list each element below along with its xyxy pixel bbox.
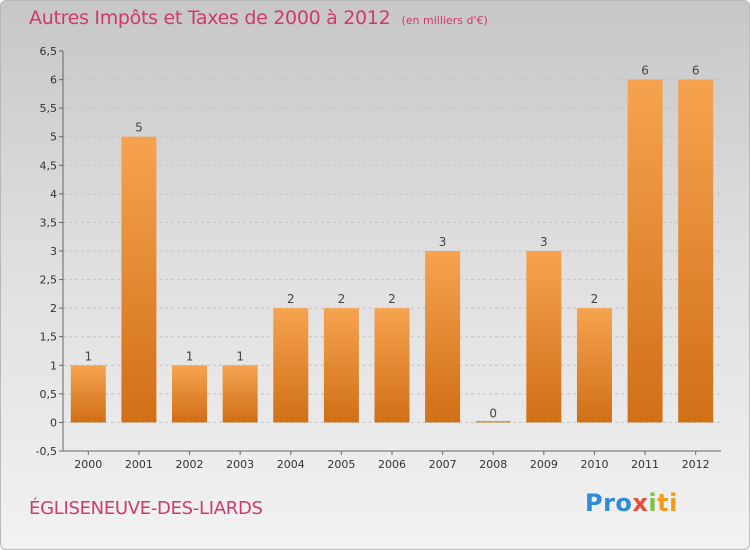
data-label: 6 bbox=[641, 64, 649, 78]
data-label: 2 bbox=[338, 292, 346, 306]
y-tick-label: 4,5 bbox=[40, 159, 58, 172]
y-tick-label: 1 bbox=[50, 359, 57, 372]
data-label: 2 bbox=[388, 292, 396, 306]
y-tick-label: 0,5 bbox=[40, 388, 58, 401]
data-label: 6 bbox=[692, 64, 700, 78]
x-tick-label: 2008 bbox=[479, 458, 507, 471]
bar bbox=[475, 420, 511, 423]
data-label: 3 bbox=[439, 235, 447, 249]
bar bbox=[425, 251, 461, 423]
x-tick-label: 2011 bbox=[631, 458, 659, 471]
data-label: 3 bbox=[540, 235, 548, 249]
y-tick-label: 3,5 bbox=[40, 216, 58, 229]
bar bbox=[222, 365, 258, 423]
x-tick-label: 2001 bbox=[125, 458, 153, 471]
y-tick-label: 4 bbox=[50, 188, 57, 201]
proxiti-logo: Proxiti bbox=[585, 489, 678, 517]
logo-part-1: Pro bbox=[585, 489, 633, 517]
bar bbox=[323, 308, 359, 423]
y-tick-label: 5,5 bbox=[40, 102, 58, 115]
data-label: 5 bbox=[135, 121, 143, 135]
y-tick-label: 0 bbox=[50, 416, 57, 429]
data-label: 2 bbox=[287, 292, 295, 306]
bar bbox=[374, 308, 410, 423]
x-tick-label: 2005 bbox=[327, 458, 355, 471]
y-tick-label: 3 bbox=[50, 245, 57, 258]
x-tick-label: 2006 bbox=[378, 458, 406, 471]
chart-title-block: Autres Impôts et Taxes de 2000 à 2012 (e… bbox=[29, 7, 488, 29]
y-tick-label: 2,5 bbox=[40, 274, 58, 287]
y-tick-label: -0,5 bbox=[36, 445, 57, 458]
x-tick-label: 2012 bbox=[682, 458, 710, 471]
x-tick-label: 2004 bbox=[277, 458, 305, 471]
x-tick-label: 2002 bbox=[176, 458, 204, 471]
data-label: 1 bbox=[186, 349, 194, 363]
data-label: 1 bbox=[236, 349, 244, 363]
data-label: 1 bbox=[84, 349, 92, 363]
y-axis: -0,5 0 0,5 1 1,5 2 2,5 3 3,5 4 4,5 5 5,5 6 6,5 bbox=[36, 45, 64, 458]
bar bbox=[678, 79, 714, 423]
chart-title: Autres Impôts et Taxes de 2000 à 2012 bbox=[29, 7, 391, 29]
y-tick-label: 5 bbox=[50, 131, 57, 144]
bar bbox=[627, 79, 663, 423]
x-tick-label: 2000 bbox=[74, 458, 102, 471]
data-label: 2 bbox=[591, 292, 599, 306]
x-tick-label: 2003 bbox=[226, 458, 254, 471]
bar bbox=[172, 365, 208, 423]
bars: 1 5 1 1 2 2 2 3 0 3 2 6 6 bbox=[70, 64, 714, 423]
y-tick-label: 6,5 bbox=[40, 45, 58, 58]
logo-part-3: i bbox=[648, 489, 658, 517]
chart-unit: (en milliers d'€) bbox=[401, 14, 488, 27]
bar bbox=[70, 365, 106, 423]
logo-part-4: ti bbox=[657, 489, 678, 517]
x-tick-label: 2009 bbox=[530, 458, 558, 471]
x-tick-label: 2007 bbox=[429, 458, 457, 471]
bar bbox=[273, 308, 309, 423]
x-tick-label: 2010 bbox=[580, 458, 608, 471]
bar bbox=[121, 136, 157, 423]
y-tick-label: 2 bbox=[50, 302, 57, 315]
bar bbox=[576, 308, 612, 423]
y-tick-label: 1,5 bbox=[40, 331, 58, 344]
commune-name: ÉGLISENEUVE-DES-LIARDS bbox=[29, 498, 263, 519]
y-tick-label: 6 bbox=[50, 74, 57, 87]
logo-part-2: x bbox=[632, 489, 649, 517]
data-label: 0 bbox=[489, 406, 497, 420]
x-axis: 2000 2001 2002 2003 2004 2005 2006 2007 2008 2009… bbox=[63, 450, 721, 471]
bar bbox=[526, 251, 562, 423]
